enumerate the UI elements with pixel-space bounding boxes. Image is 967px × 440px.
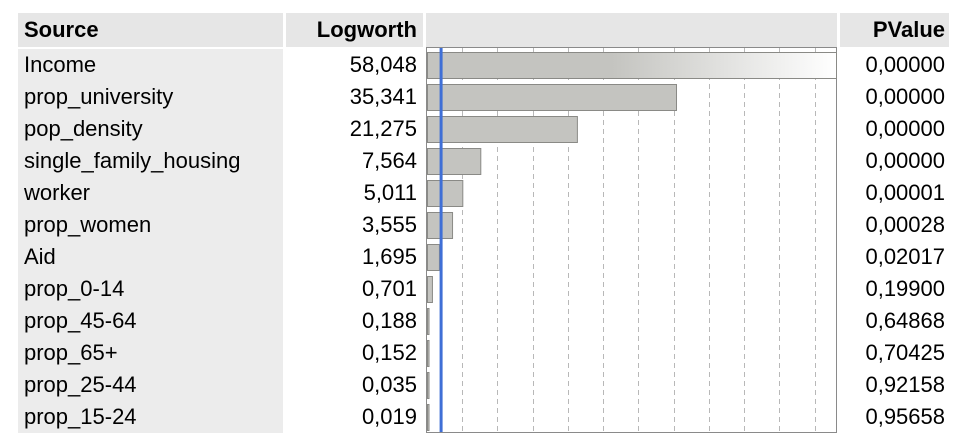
source-label: single_family_housing <box>24 148 241 173</box>
source-label: worker <box>24 180 91 205</box>
bar <box>427 148 482 175</box>
plot-frame <box>426 47 837 433</box>
pvalue-value: 0,19900 <box>865 276 945 301</box>
logworth-value: 58,048 <box>349 52 417 77</box>
source-label: prop_0-14 <box>24 276 125 301</box>
bar <box>427 116 578 143</box>
bar <box>427 372 430 399</box>
header-logworth: Logworth <box>286 13 423 47</box>
bar <box>427 244 440 271</box>
pvalue-value: 0,92158 <box>865 372 945 397</box>
logworth-value: 7,564 <box>361 148 417 173</box>
pvalue-value: 0,00028 <box>865 212 945 237</box>
bar <box>427 404 430 431</box>
pvalue-value: 0,00000 <box>865 52 945 77</box>
logworth-value: 21,275 <box>349 116 417 141</box>
source-label: pop_density <box>24 116 143 141</box>
pvalue-value: 0,00001 <box>865 180 945 205</box>
bar <box>427 340 430 367</box>
source-label: prop_25-44 <box>24 372 137 397</box>
source-label: prop_university <box>24 84 174 109</box>
logworth-bar-chart <box>426 47 837 433</box>
pvalue-value: 0,00000 <box>865 84 945 109</box>
source-label: prop_65+ <box>24 340 118 365</box>
bar <box>427 308 430 335</box>
logworth-value: 35,341 <box>349 84 417 109</box>
source-column: Income prop_university pop_density single_f… <box>18 49 283 433</box>
source-label: prop_15-24 <box>24 404 137 429</box>
source-label: Aid <box>24 244 56 269</box>
pvalue-value: 0,00000 <box>865 148 945 173</box>
pvalue-value: 0,64868 <box>865 308 945 333</box>
logworth-value: 5,011 <box>363 180 417 205</box>
pvalue-value: 0,70425 <box>865 340 945 365</box>
header-pvalue: PValue <box>840 13 949 47</box>
logworth-value: 3,555 <box>361 212 417 237</box>
source-label: prop_45-64 <box>24 308 137 333</box>
source-label: Income <box>24 52 97 77</box>
source-label: prop_women <box>24 212 152 237</box>
logworth-value: 0,188 <box>361 308 417 333</box>
pvalue-value: 0,02017 <box>865 244 945 269</box>
logworth-value: 0,035 <box>361 372 417 397</box>
pvalue-value: 0,00000 <box>865 116 945 141</box>
bar <box>427 276 433 303</box>
logworth-value: 0,019 <box>361 404 417 429</box>
bar <box>427 180 464 207</box>
bar <box>427 84 678 111</box>
logworth-value: 0,701 <box>361 276 417 301</box>
logworth-value: 1,695 <box>361 244 417 269</box>
bar <box>427 52 837 79</box>
header-source: Source <box>18 13 283 47</box>
logworth-value: 0,152 <box>361 340 417 365</box>
logworth-column: 58,048 35,341 21,275 7,564 5,011 3,555 1,695 0,… <box>286 49 423 433</box>
header-bar-column <box>426 13 837 47</box>
pvalue-value: 0,95658 <box>865 404 945 429</box>
pvalue-column: 0,00000 0,00000 0,00000 0,00000 0,00001 0,000… <box>840 49 949 433</box>
